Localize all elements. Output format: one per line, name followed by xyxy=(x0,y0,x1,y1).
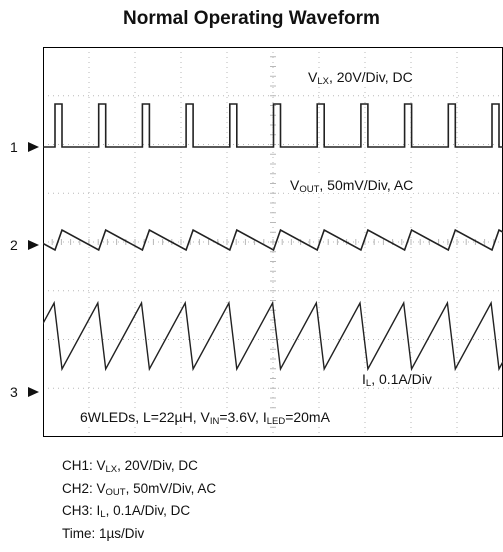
ch3-trace-label: IL, 0.1A/Div xyxy=(359,371,435,388)
chart-title: Normal Operating Waveform xyxy=(123,8,380,29)
channel-legend: CH1: VLX, 20V/Div, DC CH2: VOUT, 50mV/Di… xyxy=(62,455,216,545)
test-conditions-label: 6WLEDs, L=22µH, VIN=3.6V, ILED=20mA xyxy=(77,409,333,426)
legend-ch3: CH3: IL, 0.1A/Div, DC xyxy=(62,503,191,520)
ch2-trace-label: VOUT, 50mV/Div, AC xyxy=(287,177,417,194)
ch3-arrow-icon xyxy=(27,387,39,397)
scope-screen: VLX, 20V/Div, DC VOUT, 50mV/Div, AC IL, … xyxy=(43,47,503,437)
legend-time: Time: 1µs/Div xyxy=(62,525,145,541)
scope-plot xyxy=(43,47,503,437)
ch1-trace xyxy=(43,103,503,148)
ch2-trace xyxy=(43,228,503,252)
legend-ch1: CH1: VLX, 20V/Div, DC xyxy=(62,458,198,475)
ch3-trace xyxy=(43,300,503,372)
ch2-marker: 2 xyxy=(10,237,40,253)
ch1-arrow-icon xyxy=(27,142,39,152)
ch1-marker: 1 xyxy=(10,139,40,155)
ch2-arrow-icon xyxy=(27,240,39,250)
ch3-marker: 3 xyxy=(10,384,40,400)
ch1-trace-label: VLX, 20V/Div, DC xyxy=(305,69,416,86)
legend-ch2: CH2: VOUT, 50mV/Div, AC xyxy=(62,480,217,498)
